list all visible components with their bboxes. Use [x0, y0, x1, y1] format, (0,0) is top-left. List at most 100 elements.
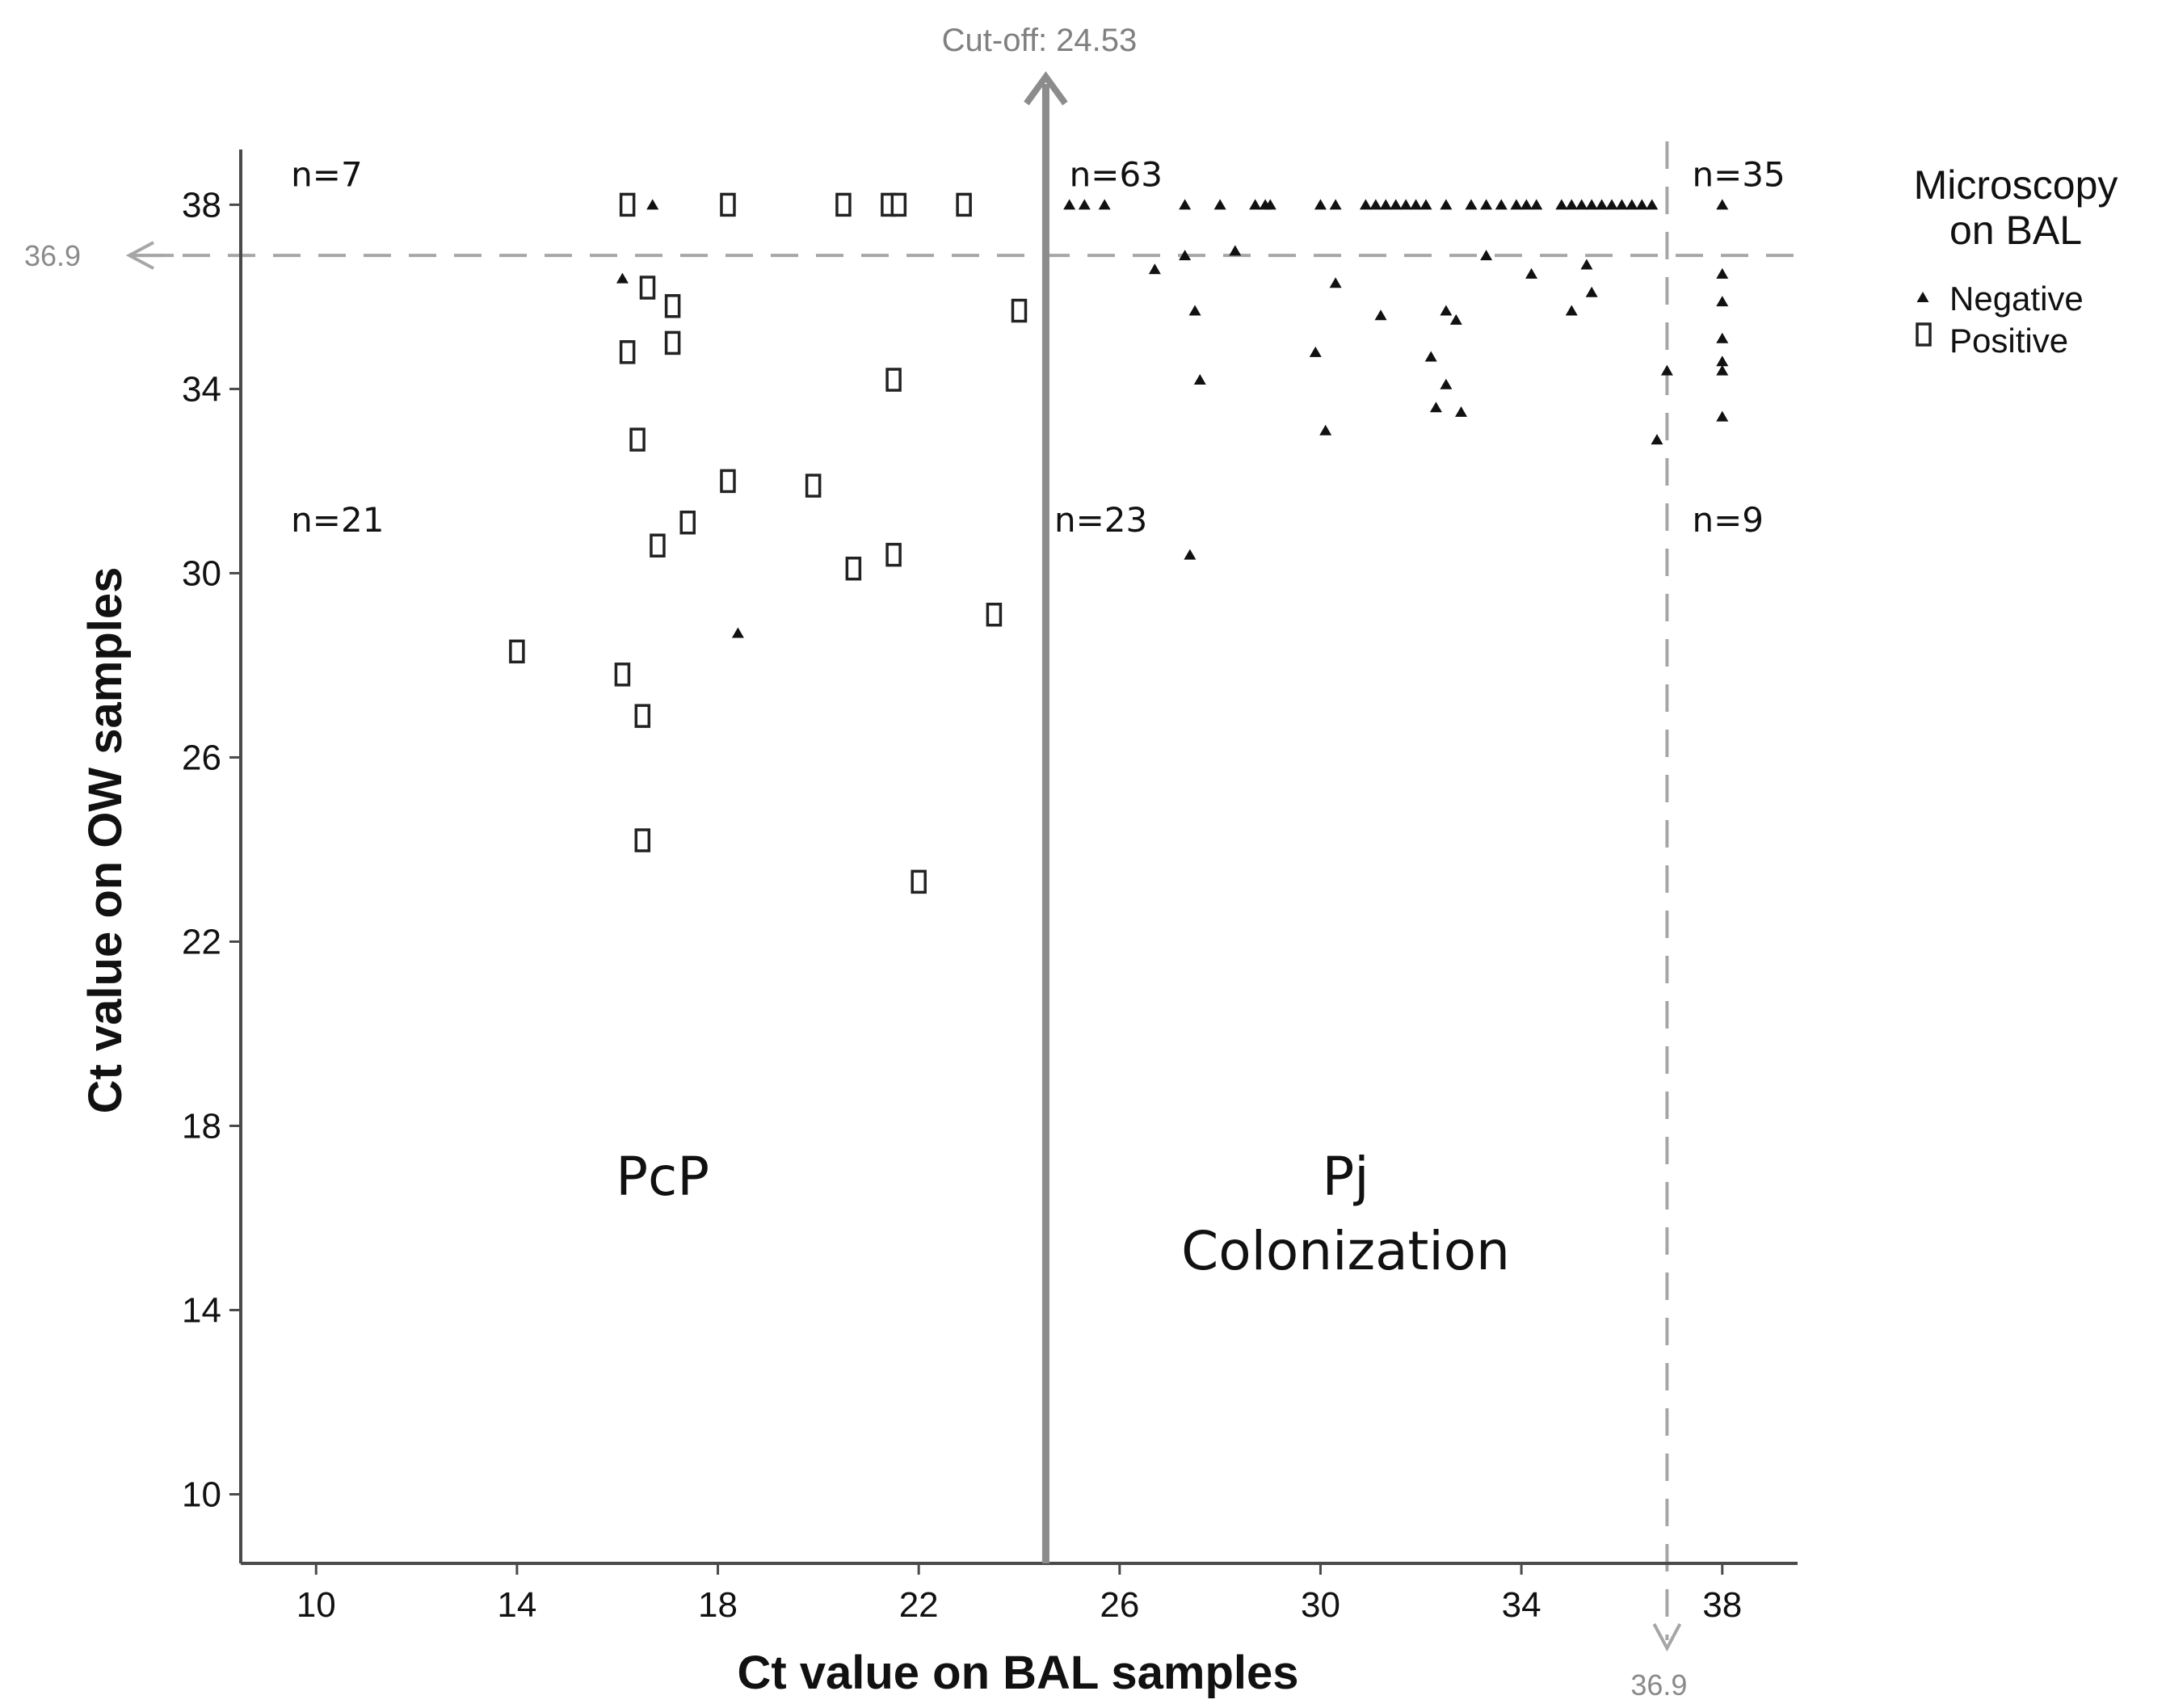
negative-point: [1565, 305, 1578, 316]
negative-point: [1596, 199, 1609, 210]
positive-point: [614, 663, 631, 687]
negative-point: [1249, 199, 1262, 210]
positive-point: [890, 192, 907, 217]
x-tick-label: 22: [899, 1585, 939, 1625]
positive-point: [885, 368, 902, 392]
region-label: Colonization: [1181, 1220, 1510, 1282]
x-tick-label: 10: [297, 1585, 336, 1625]
negative-point: [646, 199, 659, 210]
negative-point: [1148, 263, 1161, 275]
negative-point: [1329, 277, 1342, 288]
count-label: n=35: [1692, 155, 1785, 195]
negative-point: [1184, 549, 1197, 560]
negative-point: [1359, 199, 1372, 210]
positive-point: [911, 869, 927, 894]
positive-point: [619, 192, 636, 217]
positive-point: [650, 533, 666, 557]
y-tick-label: 26: [182, 738, 221, 777]
negative-point: [1329, 199, 1342, 210]
negative-point: [1626, 199, 1638, 210]
vertical-threshold-label: 36.9: [1630, 1668, 1687, 1702]
negative-point: [1575, 199, 1588, 210]
negative-point: [1188, 305, 1201, 316]
positive-point: [956, 192, 972, 217]
region-labels: PcP Pj Colonization: [616, 1146, 1510, 1282]
negative-point: [1179, 199, 1192, 210]
legend-title-line1: Microscopy: [1914, 162, 2118, 208]
negative-point: [1520, 199, 1533, 210]
x-tick-label: 30: [1301, 1585, 1340, 1625]
negative-point: [1716, 332, 1729, 343]
negative-point: [1098, 199, 1111, 210]
y-tick-label: 18: [182, 1106, 221, 1146]
negative-point: [1530, 199, 1543, 210]
negative-point: [1399, 199, 1412, 210]
positive-point: [634, 828, 651, 852]
x-axis-ticks: 10 14 18 22 26 30 34 38: [297, 1563, 1742, 1625]
positive-point: [805, 473, 822, 498]
x-tick-label: 14: [497, 1585, 536, 1625]
positive-point: [720, 469, 736, 494]
negative-point: [1314, 199, 1327, 210]
x-tick-label: 34: [1502, 1585, 1541, 1625]
positive-point: [629, 427, 646, 452]
negative-point: [1510, 199, 1523, 210]
y-tick-label: 22: [182, 922, 221, 961]
legend: Microscopy on BAL Negative Positive: [1914, 162, 2118, 360]
negative-point: [1410, 199, 1423, 210]
x-tick-label: 18: [698, 1585, 738, 1625]
negative-point: [1635, 199, 1648, 210]
negative-point: [1480, 250, 1493, 261]
y-tick-label: 34: [182, 369, 221, 409]
legend-positive-label: Positive: [1949, 322, 2068, 360]
negative-point: [1465, 199, 1478, 210]
horizontal-threshold-arrow-icon: [125, 241, 174, 270]
negative-point: [1580, 259, 1593, 270]
negative-point: [1078, 199, 1091, 210]
x-tick-label: 26: [1100, 1585, 1139, 1625]
vertical-threshold-arrow-icon: [1652, 1623, 1682, 1652]
negative-point: [1179, 250, 1192, 261]
x-axis-title: Ct value on BAL samples: [737, 1647, 1298, 1699]
negative-point: [1605, 199, 1618, 210]
negative-point: [1390, 199, 1403, 210]
negative-point: [1615, 199, 1628, 210]
negative-point: [1424, 351, 1437, 362]
count-labels: n=7 n=63 n=35 n=21 n=23 n=9: [291, 155, 1785, 541]
negative-point: [1495, 199, 1508, 210]
negative-point: [1369, 199, 1382, 210]
legend-negative-label: Negative: [1949, 280, 2084, 318]
negative-point: [1213, 199, 1226, 210]
positive-point: [634, 704, 651, 728]
positive-point: [664, 330, 681, 355]
count-label: n=63: [1070, 155, 1163, 195]
negative-point: [1480, 199, 1493, 210]
negative-point: [731, 627, 744, 638]
negative-point: [1319, 424, 1332, 435]
count-label: n=7: [291, 155, 363, 195]
legend-triangle-icon: [1916, 292, 1929, 302]
count-label: n=21: [291, 500, 384, 540]
negative-point: [1716, 355, 1729, 367]
negative-point: [1716, 267, 1729, 279]
negative-point: [1585, 286, 1598, 297]
positive-point: [986, 602, 1003, 627]
positive-point: [720, 192, 736, 217]
cutoff-arrow-icon: [1024, 71, 1068, 106]
negative-point: [1651, 434, 1663, 445]
negative-point: [1229, 245, 1242, 256]
positive-point: [885, 542, 902, 567]
negative-point: [1440, 199, 1453, 210]
negative-point: [1716, 296, 1729, 307]
region-label: PcP: [616, 1146, 709, 1208]
negative-point: [1525, 267, 1538, 279]
negative-point: [1309, 346, 1322, 357]
negative-point: [1440, 305, 1453, 316]
negative-point: [1660, 364, 1673, 376]
legend-square-icon: [1916, 322, 1932, 347]
positive-point: [845, 556, 862, 581]
y-tick-label: 30: [182, 553, 221, 593]
negative-point: [1063, 199, 1076, 210]
negative-point: [1449, 313, 1462, 325]
negative-point: [1264, 199, 1276, 210]
